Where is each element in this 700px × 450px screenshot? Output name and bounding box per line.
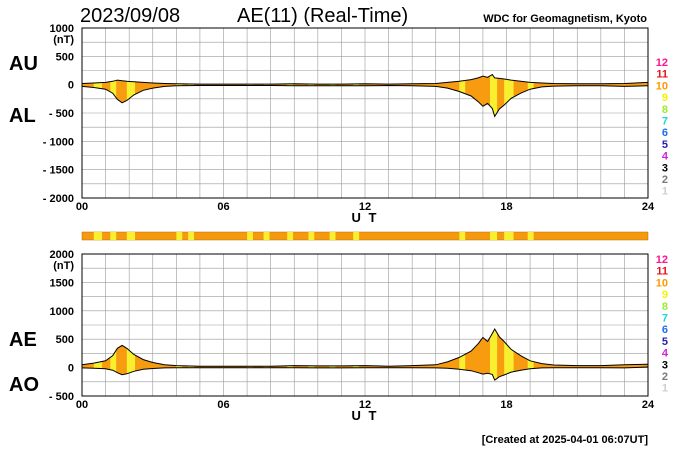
series-label-au: AU	[9, 53, 38, 75]
station-count-label: 10	[656, 277, 668, 289]
x-tick-label: 12	[359, 399, 371, 411]
highlight-strip	[504, 74, 514, 117]
station-count-label: 8	[662, 104, 668, 116]
station-count-label: 12	[656, 57, 668, 69]
station-count-label: 7	[662, 313, 668, 325]
station-count-label: 6	[662, 324, 668, 336]
band-highlight	[489, 232, 498, 240]
y-tick-label: - 500	[49, 108, 74, 120]
y-tick-label: - 500	[49, 391, 74, 403]
station-count-label: 5	[662, 336, 668, 348]
x-axis-label: U T	[352, 210, 379, 225]
station-count-label: 7	[662, 116, 668, 128]
station-count-label: 8	[662, 301, 668, 313]
station-count-label: 4	[662, 151, 669, 163]
x-tick-label: 24	[642, 399, 655, 411]
source-label: WDC for Geomagnetism, Kyoto	[483, 13, 647, 25]
y-tick-label: - 2000	[43, 193, 74, 205]
station-count-label: 2	[662, 174, 668, 186]
x-tick-label: 24	[642, 201, 655, 213]
station-count-band	[81, 231, 649, 241]
station-count-label: 11	[656, 266, 668, 278]
highlight-strip	[504, 329, 514, 381]
y-tick-label: 2000	[50, 249, 74, 261]
x-tick-label: 00	[76, 399, 88, 411]
au-trace	[81, 73, 649, 85]
highlight-strip	[489, 74, 498, 117]
x-tick-label: 18	[500, 201, 512, 213]
station-count-label: 10	[656, 80, 668, 92]
band-highlight	[527, 232, 534, 240]
y-tick-label: 1500	[50, 277, 74, 289]
date-label: 2023/09/08	[80, 5, 180, 27]
station-count-label: 12	[656, 254, 668, 266]
x-tick-label: 06	[217, 201, 229, 213]
x-tick-label: 00	[76, 201, 88, 213]
band-background	[81, 231, 649, 241]
highlight-strip	[126, 329, 136, 381]
x-axis-label: U T	[352, 408, 379, 423]
band-highlight	[126, 232, 136, 240]
station-count-label: 4	[662, 348, 669, 360]
band-highlight	[110, 232, 117, 240]
chart-header: 2023/09/08 AE(11) (Real-Time) WDC for Ge…	[80, 5, 647, 27]
y-tick-label: 500	[56, 51, 74, 63]
station-count-label: 1	[662, 383, 668, 395]
band-highlight	[247, 232, 253, 240]
y-tick-label: 500	[56, 334, 74, 346]
ao-trace	[81, 366, 649, 381]
x-tick-label: 06	[217, 399, 229, 411]
al-trace	[81, 84, 649, 118]
y-unit-label: (nT)	[53, 34, 74, 46]
series-label-al: AL	[9, 105, 36, 127]
band-highlight	[287, 232, 294, 240]
station-count-label: 9	[662, 92, 668, 104]
highlight-strip	[126, 74, 136, 117]
highlight-strip	[489, 329, 498, 381]
station-count-label: 3	[662, 162, 668, 174]
station-count-label: 1	[662, 186, 668, 198]
station-count-label: 2	[662, 371, 668, 383]
y-tick-label: 0	[68, 363, 74, 375]
chart-title: AE(11) (Real-Time)	[237, 5, 408, 27]
au-al-panel: 1000 500 0 - 500 - 1000 - 1500 - 2000 (nT) 00 06 1…	[9, 23, 655, 225]
band-highlight	[188, 232, 195, 240]
ae-ao-panel: 2000 1500 1000 500 0 - 500 (nT) 00 06 12 18 24 U T AE…	[9, 249, 655, 423]
plot-frame	[81, 27, 649, 199]
series-label-ao: AO	[9, 374, 39, 396]
y-tick-label: - 1500	[43, 165, 74, 177]
band-highlight	[93, 232, 103, 240]
band-highlight	[504, 232, 514, 240]
band-highlight	[176, 232, 183, 240]
x-tick-label: 18	[500, 399, 512, 411]
series-label-ae: AE	[9, 329, 37, 351]
station-count-label: 3	[662, 359, 668, 371]
band-highlight	[459, 232, 466, 240]
band-highlight	[308, 232, 315, 240]
created-timestamp: [Created at 2025-04-01 06:07UT]	[482, 434, 649, 446]
station-count-label: 5	[662, 139, 668, 151]
station-count-label: 6	[662, 127, 668, 139]
band-highlight	[353, 232, 360, 240]
ae-trace	[81, 327, 649, 367]
band-highlight	[263, 232, 270, 240]
station-count-label: 9	[662, 289, 668, 301]
station-count-label: 11	[656, 69, 668, 81]
y-tick-label: 0	[68, 80, 74, 92]
plot-frame	[81, 253, 649, 397]
x-tick-label: 12	[359, 201, 371, 213]
y-tick-label: 1000	[50, 306, 74, 318]
band-highlight	[329, 232, 336, 240]
y-tick-label: - 1000	[43, 136, 74, 148]
y-unit-label: (nT)	[53, 260, 74, 272]
y-tick-label: 1000	[50, 23, 74, 35]
